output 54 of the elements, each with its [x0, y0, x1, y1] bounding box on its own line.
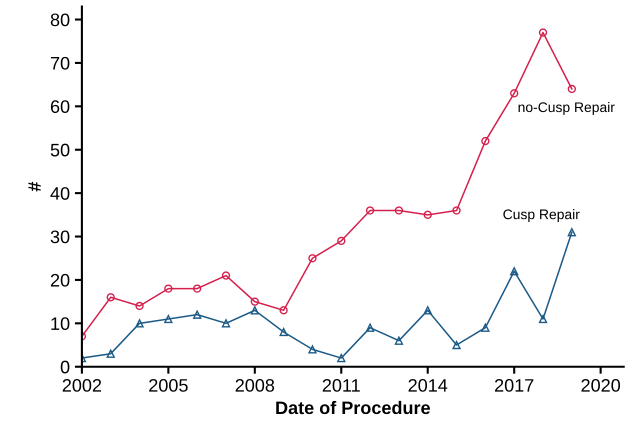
point: [538, 314, 548, 324]
point: [106, 350, 115, 358]
point: [135, 319, 144, 328]
point: [222, 319, 230, 328]
point: [193, 310, 202, 319]
point: [222, 271, 230, 280]
point: [366, 324, 374, 332]
y-tick-label: 40: [50, 187, 70, 200]
point: [510, 89, 518, 98]
point: [394, 206, 404, 215]
x-tick-label: 2008: [236, 379, 274, 392]
x-tick-label: 2005: [149, 379, 188, 392]
y-tick-label: 50: [50, 144, 70, 156]
point: [308, 254, 317, 262]
point: [337, 354, 346, 362]
point: [279, 328, 288, 336]
point: [481, 324, 490, 332]
y-tick-label: 30: [50, 230, 70, 244]
point: [193, 284, 202, 293]
point: [538, 28, 548, 37]
point: [568, 84, 576, 94]
y-tick-label: 20: [50, 274, 70, 287]
y-tick-label: 70: [50, 56, 70, 70]
point: [452, 206, 461, 215]
point: [337, 236, 346, 246]
point: [424, 210, 432, 219]
point: [394, 336, 404, 345]
point: [279, 306, 288, 314]
point: [164, 314, 173, 324]
y-tick-label: 80: [50, 13, 70, 26]
series-label: Cusp Repair: [503, 209, 580, 222]
y-tick-label: 0: [60, 360, 70, 374]
point: [250, 306, 259, 314]
series-label: no-Cusp Repair: [518, 102, 615, 115]
point: [250, 297, 259, 306]
point: [106, 293, 115, 302]
y-axis-title: #: [28, 182, 41, 192]
point: [164, 284, 173, 293]
y-tick-label: 60: [50, 100, 70, 114]
x-axis-title: Date of Procedure: [276, 400, 430, 414]
point: [424, 306, 432, 314]
point: [452, 340, 461, 350]
point: [568, 228, 576, 236]
point: [135, 302, 144, 310]
x-tick-label: 2002: [62, 379, 102, 392]
point: [308, 345, 317, 354]
x-tick-label: 2020: [581, 379, 620, 392]
point: [510, 267, 518, 276]
x-tick-label: 2017: [495, 379, 534, 392]
x-tick-label: 2014: [408, 379, 448, 392]
point: [481, 136, 490, 146]
x-tick-label: 2011: [322, 379, 360, 392]
y-tick-label: 10: [51, 317, 70, 330]
point: [366, 206, 374, 215]
